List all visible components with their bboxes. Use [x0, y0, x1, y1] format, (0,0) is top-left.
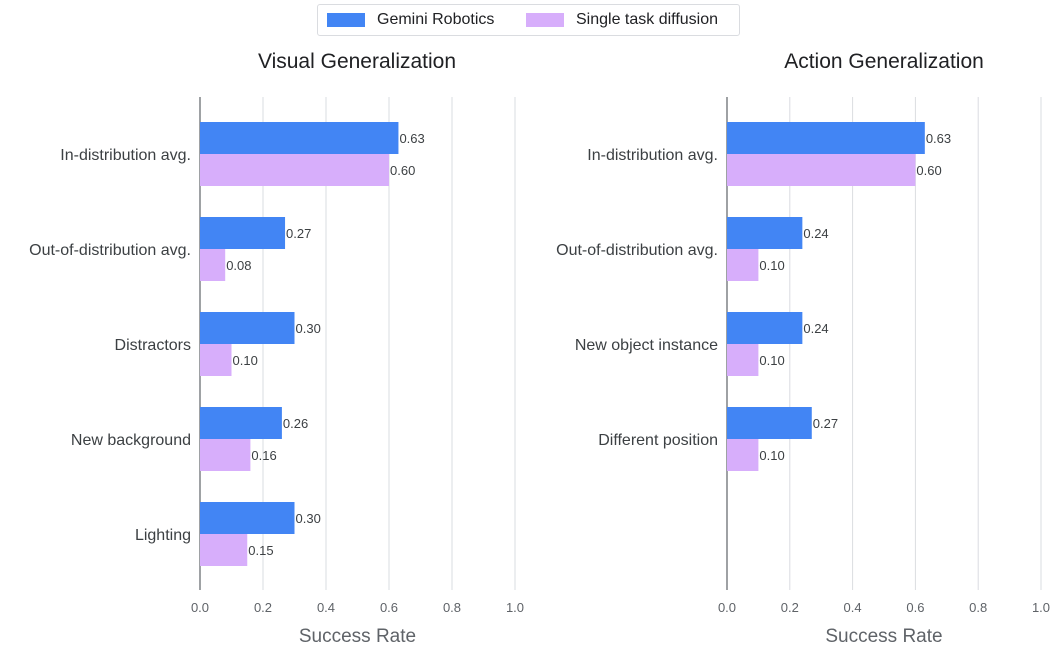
chart-visual-generalization-tick-label-2: 0.4	[317, 600, 335, 615]
chart-action-generalization-category-label-out-of-distribution-avg: Out-of-distribution avg.	[556, 242, 718, 259]
chart-visual-generalization-category-label-new-background: New background	[71, 432, 191, 449]
chart-action-generalization-value-label-gemini-robotics-out-of-distribution-avg: 0.24	[803, 226, 828, 241]
chart-visual-generalization-tick-label-3: 0.6	[380, 600, 398, 615]
chart-visual-generalization-bar-gemini-robotics-out-of-distribution-avg	[200, 217, 286, 249]
chart-action-generalization-bar-gemini-robotics-out-of-distribution-avg	[727, 217, 803, 249]
legend-item-single-task-diffusion[interactable]: Single task diffusion	[526, 5, 718, 35]
chart-action-generalization-bar-single-task-diffusion-different-position	[727, 439, 759, 471]
chart-visual-generalization-category-label-distractors: Distractors	[115, 337, 191, 354]
chart-visual-generalization-x-axis-label: Success Rate	[299, 626, 416, 647]
chart-action-generalization-value-label-gemini-robotics-different-position: 0.27	[813, 416, 838, 431]
chart-visual-generalization-bar-single-task-diffusion-distractors	[200, 344, 232, 376]
chart-action-generalization-tick-label-5: 1.0	[1032, 600, 1050, 615]
chart-action-generalization-bar-gemini-robotics-new-object-instance	[727, 312, 803, 344]
chart-visual-generalization-value-label-single-task-diffusion-out-of-distribution-avg: 0.08	[226, 258, 251, 273]
chart-action-generalization-value-label-single-task-diffusion-different-position: 0.10	[759, 448, 784, 463]
chart-action-generalization-value-label-single-task-diffusion-out-of-distribution-avg: 0.10	[759, 258, 784, 273]
chart-action-generalization-bar-single-task-diffusion-new-object-instance	[727, 344, 759, 376]
chart-visual-generalization-category-label-in-distribution-avg: In-distribution avg.	[60, 147, 191, 164]
chart-visual-generalization-value-label-single-task-diffusion-distractors: 0.10	[233, 353, 258, 368]
chart-visual-generalization-bar-single-task-diffusion-lighting	[200, 534, 248, 566]
chart-action-generalization-category-label-new-object-instance: New object instance	[575, 337, 718, 354]
chart-visual-generalization-value-label-gemini-robotics-distractors: 0.30	[296, 321, 321, 336]
chart-visual-generalization-tick-label-0: 0.0	[191, 600, 209, 615]
chart-visual-generalization-bar-gemini-robotics-lighting	[200, 502, 295, 534]
chart-visual-generalization-value-label-gemini-robotics-out-of-distribution-avg: 0.27	[286, 226, 311, 241]
chart-action-generalization-value-label-single-task-diffusion-in-distribution-avg: 0.60	[916, 163, 941, 178]
chart-visual-generalization-value-label-gemini-robotics-new-background: 0.26	[283, 416, 308, 431]
chart-action-generalization-tick-label-2: 0.4	[844, 600, 862, 615]
chart-visual-generalization-bar-single-task-diffusion-new-background	[200, 439, 251, 471]
legend-swatch-gemini-robotics	[327, 13, 365, 27]
chart-visual-generalization-value-label-single-task-diffusion-lighting: 0.15	[248, 543, 273, 558]
chart-action-generalization-tick-label-4: 0.8	[969, 600, 987, 615]
chart-action-generalization-category-label-different-position: Different position	[598, 432, 718, 449]
chart-action-generalization-tick-label-0: 0.0	[718, 600, 736, 615]
chart-visual-generalization-category-label-out-of-distribution-avg: Out-of-distribution avg.	[29, 242, 191, 259]
chart-action-generalization-bar-single-task-diffusion-in-distribution-avg	[727, 154, 916, 186]
legend-label-single-task-diffusion: Single task diffusion	[576, 11, 719, 28]
chart-visual-generalization-value-label-single-task-diffusion-new-background: 0.16	[251, 448, 276, 463]
chart-action-generalization-bar-gemini-robotics-in-distribution-avg	[727, 122, 925, 154]
chart-visual-generalization-tick-label-5: 1.0	[506, 600, 524, 615]
chart-action-generalization-value-label-gemini-robotics-new-object-instance: 0.24	[803, 321, 828, 336]
chart-action-generalization-bar-gemini-robotics-different-position	[727, 407, 812, 439]
chart-visual-generalization-bar-single-task-diffusion-in-distribution-avg	[200, 154, 389, 186]
chart-visual-generalization-tick-label-1: 0.2	[254, 600, 272, 615]
chart-action-generalization-title: Action Generalization	[784, 50, 984, 73]
legend-label-gemini-robotics: Gemini Robotics	[377, 11, 495, 28]
chart-visual-generalization-tick-label-4: 0.8	[443, 600, 461, 615]
chart-action-generalization-value-label-single-task-diffusion-new-object-instance: 0.10	[759, 353, 784, 368]
legend-swatch-single-task-diffusion	[526, 13, 564, 27]
chart-visual-generalization-bar-single-task-diffusion-out-of-distribution-avg	[200, 249, 226, 281]
legend: Gemini Robotics Single task diffusion	[317, 4, 740, 36]
chart-visual-generalization-bar-gemini-robotics-distractors	[200, 312, 295, 344]
legend-item-gemini-robotics[interactable]: Gemini Robotics	[327, 5, 494, 35]
chart-visual-generalization-value-label-gemini-robotics-lighting: 0.30	[296, 511, 321, 526]
chart-action-generalization-tick-label-1: 0.2	[781, 600, 799, 615]
chart-visual-generalization-value-label-gemini-robotics-in-distribution-avg: 0.63	[399, 131, 424, 146]
chart-visual-generalization-value-label-single-task-diffusion-in-distribution-avg: 0.60	[390, 163, 415, 178]
chart-visual-generalization-title: Visual Generalization	[258, 50, 456, 73]
chart-visual-generalization-bar-gemini-robotics-new-background	[200, 407, 282, 439]
chart-action-generalization-tick-label-3: 0.6	[906, 600, 924, 615]
chart-action-generalization-value-label-gemini-robotics-in-distribution-avg: 0.63	[926, 131, 951, 146]
chart-action-generalization-category-label-in-distribution-avg: In-distribution avg.	[587, 147, 718, 164]
chart-action-generalization-x-axis-label: Success Rate	[825, 626, 942, 647]
chart-action-generalization-bar-single-task-diffusion-out-of-distribution-avg	[727, 249, 759, 281]
chart-visual-generalization-category-label-lighting: Lighting	[135, 527, 191, 544]
chart-visual-generalization-bar-gemini-robotics-in-distribution-avg	[200, 122, 399, 154]
